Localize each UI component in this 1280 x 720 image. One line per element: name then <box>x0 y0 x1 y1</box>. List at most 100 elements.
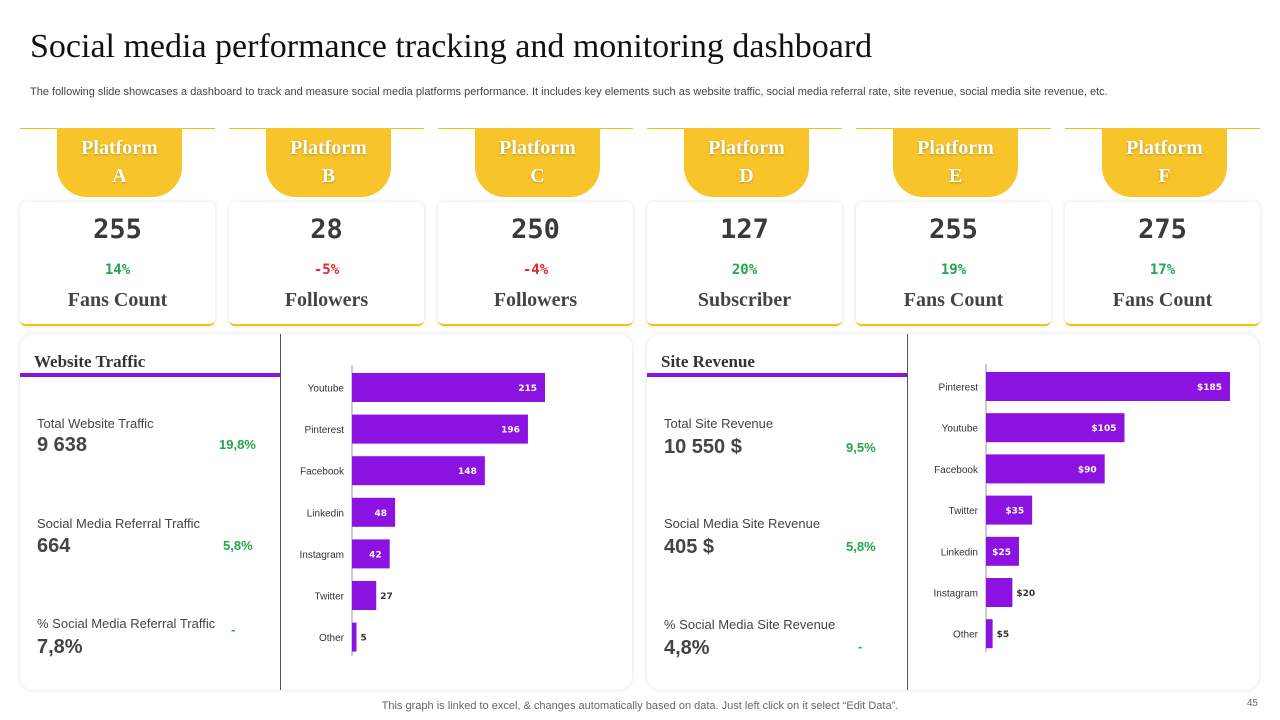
metric-change: 5,8% <box>846 539 876 554</box>
platform-metric-label: Fans Count <box>1112 289 1213 311</box>
page-title: Social media performance tracking and mo… <box>30 28 873 65</box>
metric-label: Social Media Referral Traffic <box>37 516 201 531</box>
chart-data-label: 27 <box>380 592 393 602</box>
platform-tab: Platform E <box>893 128 1018 197</box>
chart-category-label: Other <box>319 633 345 644</box>
platform-stats: 255 14% Fans Count <box>20 202 215 326</box>
chart-data-label: 148 <box>458 467 477 477</box>
platform-value: 255 <box>93 214 142 245</box>
platform-letter: E <box>948 165 963 187</box>
footnote: This graph is linked to excel, & changes… <box>381 700 899 712</box>
chart-data-label: $105 <box>1091 424 1116 434</box>
chart-bar <box>986 495 1033 525</box>
metric-label: Social Media Site Revenue <box>664 516 821 531</box>
chart-data-label: 215 <box>518 384 537 394</box>
chart-data-label: 42 <box>369 550 382 560</box>
metric-value: 4,8% <box>664 637 710 659</box>
platform-card-b: Platform B 28 -5% Followers <box>229 128 424 326</box>
platform-tab: Platform B <box>266 128 391 197</box>
metric-change: 5,8% <box>223 538 253 553</box>
chart-bar <box>352 456 485 486</box>
platform-change: 14% <box>104 262 131 278</box>
panel-title-underline <box>20 373 280 377</box>
page-number: 45 <box>1246 698 1258 709</box>
chart-bar <box>986 454 1105 484</box>
platform-letter: A <box>112 165 127 187</box>
metric-label: Total Website Traffic <box>37 416 154 431</box>
chart-category-label: Linkedin <box>307 508 344 519</box>
platform-card-c: Platform C 250 -4% Followers <box>438 128 633 326</box>
platform-value: 127 <box>720 214 769 245</box>
chart-category-label: Pinterest <box>939 383 979 394</box>
metric-value: 405 $ <box>664 536 715 558</box>
platform-name: Platform <box>917 137 994 159</box>
platform-value: 255 <box>929 214 978 245</box>
platform-letter: B <box>321 165 336 187</box>
metric-change: 19,8% <box>219 437 256 452</box>
platform-metric-label: Subscriber <box>697 289 792 311</box>
platform-metric-label: Followers <box>284 289 369 311</box>
page-subtitle: The following slide showcases a dashboar… <box>30 86 1108 98</box>
platform-tab: Platform C <box>475 128 600 197</box>
platform-name: Platform <box>708 137 785 159</box>
platform-change: -5% <box>313 262 340 278</box>
metric-change: - <box>858 639 863 654</box>
chart-category-label: Twitter <box>315 592 345 603</box>
chart-category-label: Facebook <box>300 467 345 478</box>
chart-data-label: 48 <box>375 509 388 519</box>
chart-data-label: 5 <box>360 634 366 644</box>
metric-value: 10 550 $ <box>664 436 742 458</box>
site-revenue-chart: Pinterest $185 Youtube $105 Facebook $90 Twitt… <box>934 364 1230 653</box>
platform-name: Platform <box>499 137 576 159</box>
chart-bar <box>352 414 528 444</box>
site-revenue-panel: Site Revenue Total Site Revenue 10 550 $… <box>647 334 1259 690</box>
chart-bar <box>986 372 1230 401</box>
chart-bar <box>352 622 357 652</box>
platform-letter: F <box>1158 165 1171 187</box>
chart-category-label: Pinterest <box>305 425 345 436</box>
platform-tab: Platform F <box>1102 128 1227 197</box>
platform-name: Platform <box>1126 137 1203 159</box>
platform-stats: 275 17% Fans Count <box>1065 202 1260 326</box>
platform-stats: 28 -5% Followers <box>229 202 424 326</box>
platform-change: 17% <box>1149 262 1176 278</box>
panel-divider <box>280 334 281 690</box>
chart-data-label: $35 <box>1005 507 1024 517</box>
metric-value: 664 <box>37 535 71 557</box>
platform-change: 20% <box>731 262 758 278</box>
platform-value: 275 <box>1138 214 1187 245</box>
panel-title: Website Traffic <box>34 352 146 371</box>
chart-category-label: Instagram <box>934 589 978 600</box>
chart-bar <box>352 581 377 610</box>
platform-letter: C <box>530 165 545 187</box>
chart-bar <box>986 578 1013 607</box>
metric-value: 9 638 <box>37 434 88 456</box>
chart-category-label: Other <box>953 630 979 641</box>
chart-bar <box>986 413 1125 443</box>
metric-change: 9,5% <box>846 440 876 455</box>
platform-tab: Platform A <box>57 128 182 197</box>
platform-change: 19% <box>940 262 967 278</box>
platform-stats: 255 19% Fans Count <box>856 202 1051 326</box>
platform-stats: 127 20% Subscriber <box>647 202 842 326</box>
platform-card-f: Platform F 275 17% Fans Count <box>1065 128 1260 326</box>
platform-name: Platform <box>81 137 158 159</box>
chart-bar <box>352 373 545 402</box>
panel-title: Site Revenue <box>661 352 755 371</box>
platform-value: 250 <box>511 214 560 245</box>
chart-category-label: Instagram <box>300 550 344 561</box>
metric-label: Total Site Revenue <box>664 416 774 431</box>
panel-title-underline <box>647 373 907 377</box>
platform-metric-label: Fans Count <box>903 289 1004 311</box>
chart-bar <box>352 539 390 569</box>
platform-card-d: Platform D 127 20% Subscriber <box>647 128 842 326</box>
chart-data-label: $5 <box>997 630 1010 640</box>
chart-data-label: $25 <box>992 548 1011 558</box>
panel-divider <box>907 334 908 690</box>
platform-change: -4% <box>522 262 549 278</box>
metric-label: % Social Media Site Revenue <box>664 617 836 632</box>
chart-bar <box>986 536 1019 566</box>
platform-card-a: Platform A 255 14% Fans Count <box>20 128 215 326</box>
chart-data-label: $185 <box>1197 383 1222 393</box>
platform-name: Platform <box>290 137 367 159</box>
